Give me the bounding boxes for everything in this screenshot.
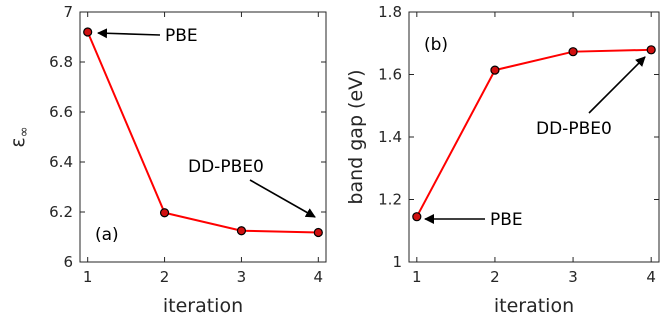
- y-axis-label-a: ε∞: [7, 126, 32, 147]
- chart-panel-a: 1 2 3 4 6 6.2 6.4 6.6 6.8 7 iteration ε∞…: [7, 3, 327, 317]
- x-tick-label: 4: [646, 268, 656, 286]
- y-tick-label: 1.2: [378, 191, 402, 209]
- annotation-ddpbe0-b: DD-PBE0: [536, 119, 612, 139]
- x-axis-label-a: iteration: [163, 295, 243, 317]
- y-tick-label: 7: [63, 3, 73, 21]
- y-axis-label-b: band gap (eV): [345, 69, 367, 204]
- data-point: [236, 226, 247, 236]
- y-tick-label: 6: [63, 253, 73, 271]
- x-tick-label: 3: [568, 268, 578, 286]
- x-tick-label: 2: [490, 268, 500, 286]
- markers-a: [83, 27, 323, 238]
- series-line-b: [415, 48, 652, 218]
- y-tick-label: 1: [392, 253, 402, 271]
- plot-frame-a: [79, 11, 327, 263]
- arrow-ddpbe0-a: [249, 179, 316, 218]
- chart-panel-b: 1 2 3 4 1 1.2 1.4 1.6 1.8 iteration band…: [345, 3, 660, 317]
- arrow-pbe-a: [97, 28, 161, 39]
- y-axis-label-main: ε: [7, 137, 29, 147]
- y-tick-label: 6.2: [49, 203, 73, 221]
- y-tick-labels-a: 6 6.2 6.4 6.6 6.8 7: [49, 3, 73, 271]
- panel-label-a: (a): [95, 225, 119, 245]
- x-tick-labels-a: 1 2 3 4: [83, 268, 323, 286]
- x-tick-label: 1: [412, 268, 422, 286]
- data-point: [83, 27, 93, 37]
- annotation-pbe-b: PBE: [490, 210, 523, 230]
- arrow-ddpbe0-b: [588, 56, 646, 114]
- x-tick-label: 4: [314, 268, 324, 286]
- data-point: [490, 65, 500, 75]
- series-line-a: [86, 31, 319, 234]
- x-tick-label: 1: [83, 268, 93, 286]
- y-tick-label: 1.8: [378, 3, 402, 21]
- y-tick-label: 6.8: [49, 53, 73, 71]
- x-axis-label-b: iteration: [494, 295, 574, 317]
- data-point: [159, 208, 170, 218]
- x-tick-label: 3: [237, 268, 247, 286]
- markers-b: [412, 45, 656, 222]
- x-tick-label: 2: [160, 268, 170, 286]
- y-axis-label-subscript: ∞: [17, 126, 32, 137]
- data-point: [412, 212, 422, 222]
- y-tick-label: 1.6: [378, 66, 402, 84]
- data-point: [646, 45, 656, 55]
- annotation-pbe-a: PBE: [165, 26, 198, 46]
- data-point: [313, 227, 323, 238]
- y-tick-label: 6.4: [49, 153, 73, 171]
- panel-label-b: (b): [424, 35, 448, 55]
- y-tick-label: 1.4: [378, 128, 402, 146]
- y-tick-labels-b: 1 1.2 1.4 1.6 1.8: [378, 3, 402, 271]
- y-tick-label: 6.6: [49, 103, 73, 121]
- ticks-a: [80, 11, 326, 263]
- annotation-ddpbe0-a: DD-PBE0: [188, 157, 264, 177]
- x-tick-labels-b: 1 2 3 4: [412, 268, 656, 286]
- data-point: [568, 47, 578, 57]
- ticks-b: [409, 11, 659, 263]
